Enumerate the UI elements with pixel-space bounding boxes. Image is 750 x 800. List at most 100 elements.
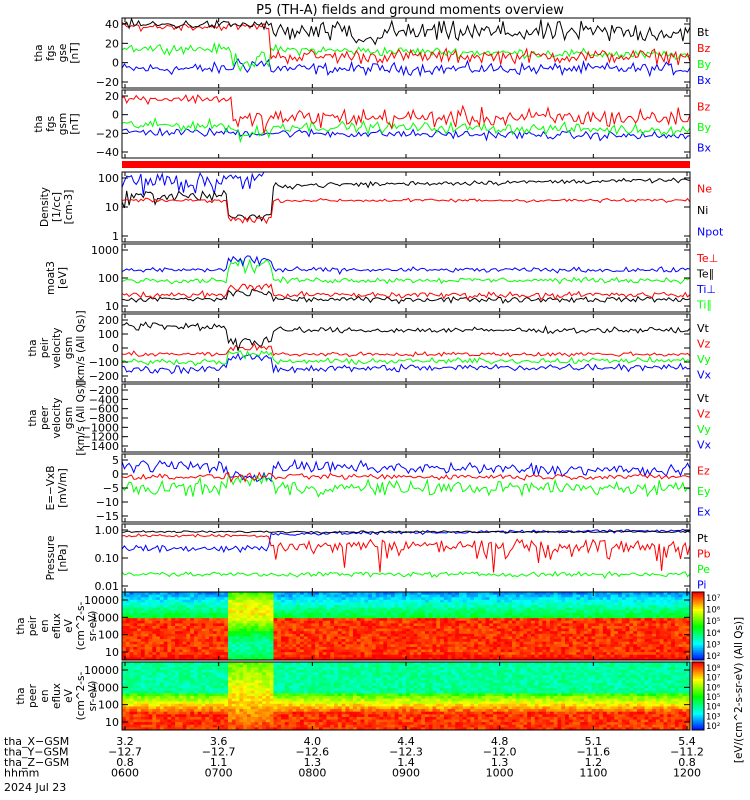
legend-Ey: Ey (697, 485, 711, 498)
series-pressure-Pb (121, 533, 691, 573)
legend-Ne: Ne (697, 183, 712, 196)
y-axis-label: [1/cc] (51, 192, 63, 222)
colorbar-frame (691, 591, 705, 661)
y-axis-label: en (39, 689, 51, 702)
legend-By: By (697, 58, 712, 71)
y-tick-label: −200 (89, 384, 119, 397)
y-tick-label: −200 (89, 370, 119, 383)
y-axis-label: [nT] (69, 42, 81, 63)
x-row-value: 4.4 (397, 735, 415, 748)
panel-fgs-gsm: 20 0 −20 −40 tha fgs gsm [nT] Bz By Bx (33, 89, 712, 159)
panel-peer-eflux: 10000 1000 100 10 tha peer en eflux eV (cm^2-s-sr… (15, 661, 691, 731)
legend-Vy: Vy (697, 423, 711, 436)
panel-pressure: 1.00 0.10 0.01 Pressure [nPa] Pt Pb Pe Pi (45, 523, 711, 593)
series-density-Npot (121, 171, 265, 196)
y-axis-label: tha (27, 339, 39, 356)
x-row-label: hhmm (4, 767, 39, 780)
y-axis-label: eflux (51, 613, 63, 639)
x-row-value: 4.8 (491, 735, 509, 748)
series-temp-Ti∥ (121, 257, 691, 285)
x-row-value: 0600 (111, 767, 139, 780)
x-row-value: 0.8 (116, 756, 134, 769)
y-tick-label: 100 (98, 699, 119, 712)
y-axis-label: tha (33, 44, 45, 61)
panel-temp: 1000 100 10 moat3 [eV] Te⊥ Te∥ Ti⊥ Ti∥ (45, 243, 718, 313)
y-tick-label: −5 (103, 482, 119, 495)
series-fgs-gse-Bx (121, 58, 691, 78)
y-axis-label: [km/s (All Qs)] (75, 380, 87, 455)
y-tick-label: −400 (89, 393, 119, 406)
y-axis-label: sr-eV) (87, 611, 99, 642)
y-tick-label: 1000 (91, 611, 119, 624)
y-tick-label: 10000 (84, 664, 119, 677)
series-exb-Ey (121, 473, 691, 498)
panel-peer-vel: −200−400−600−800−1000−1200−1400 tha peer ve… (27, 380, 712, 455)
series-temp-Te∥ (121, 288, 691, 305)
y-tick-label: −1000 (82, 421, 119, 434)
colorbar-tick: 10⁴ (706, 703, 721, 713)
y-axis-label: (cm^2-s- (75, 671, 87, 720)
legend-Vz: Vz (697, 337, 711, 350)
y-tick-label: 0 (112, 342, 119, 355)
y-tick-label: 0 (112, 57, 119, 70)
y-axis-label: Pressure (45, 536, 57, 581)
series-pressure-Pe (121, 570, 691, 579)
series-exb-Ex (121, 458, 691, 483)
legend-Pe: Pe (697, 563, 710, 576)
y-tick-label: 1000 (91, 244, 119, 257)
colorbar-frame (691, 661, 705, 731)
colorbar-tick: 10⁴ (706, 629, 721, 639)
legend-Pi: Pi (697, 578, 706, 591)
series-pressure-Pt (121, 530, 691, 534)
panel-fgs-gse: 40 20 0 −20 tha fgs gse [nT] Bt Bz By Bx (33, 17, 712, 89)
panel-peir-eflux: 10000 1000 100 10 tha peir en eflux eV (cm^2-s-sr… (15, 591, 691, 661)
y-tick-label: −20 (96, 76, 119, 89)
colorbar-tick: 10⁶ (706, 683, 721, 693)
legend-Pb: Pb (697, 547, 711, 560)
colorbar-tick: 10² (706, 652, 720, 662)
series-fgs-gse-Bz (121, 21, 691, 66)
y-axis-label: velocity (51, 397, 63, 438)
y-tick-label: −1400 (82, 440, 119, 453)
x-row-value: −12.7 (108, 746, 142, 759)
y-axis-label: gsm (63, 337, 75, 359)
x-row-value: 1.1 (210, 756, 228, 769)
panel-frame (121, 383, 691, 453)
x-row-value: 1.3 (491, 756, 509, 769)
y-tick-label: −40 (96, 146, 119, 159)
x-row-value: 3.6 (210, 735, 228, 748)
legend-Vy: Vy (697, 353, 711, 366)
legend-Bx: Bx (697, 142, 712, 155)
y-axis-label: gsm (63, 407, 75, 429)
x-row-value: −12.6 (295, 746, 329, 759)
colorbar-tick: 10⁵ (706, 693, 720, 703)
legend-Vx: Vx (697, 438, 712, 451)
y-tick-label: 100 (98, 272, 119, 285)
y-tick-label: 10 (105, 646, 119, 659)
y-axis-label: gse (57, 44, 69, 63)
y-tick-label: 1.00 (95, 524, 120, 537)
series-fgs-gsm-Bx (121, 127, 691, 142)
x-row-value: 5.1 (585, 735, 603, 748)
orbit-bar (122, 161, 690, 168)
x-row-label: tha_Y−GSM (4, 746, 68, 759)
colorbar-group: 10⁷10⁶10⁵10⁴10³10²10⁸10⁷10⁶10⁵10⁴10³10²[… (691, 591, 745, 763)
y-axis-label: peer (27, 683, 39, 708)
x-row-value: −12.7 (202, 746, 236, 759)
x-row-value: 1.2 (585, 756, 603, 769)
legend-Vt: Vt (697, 322, 710, 335)
y-tick-label: −100 (89, 356, 119, 369)
y-tick-label: 100 (98, 328, 119, 341)
legend-Npot: Npot (697, 225, 724, 238)
legend-Bz: Bz (697, 42, 711, 55)
legend-Ex: Ex (697, 506, 711, 519)
colorbar-tick: 10³ (706, 712, 720, 722)
legend-Te⊥: Te⊥ (696, 252, 718, 265)
y-tick-label: 0 (112, 468, 119, 481)
y-tick-label: −1200 (82, 431, 119, 444)
x-row-value: −11.2 (670, 746, 704, 759)
series-fgs-gse-Bt (121, 17, 691, 46)
legend-Bz: Bz (697, 100, 711, 113)
x-row-value: 1.4 (397, 756, 415, 769)
y-axis-label: tha (27, 409, 39, 426)
